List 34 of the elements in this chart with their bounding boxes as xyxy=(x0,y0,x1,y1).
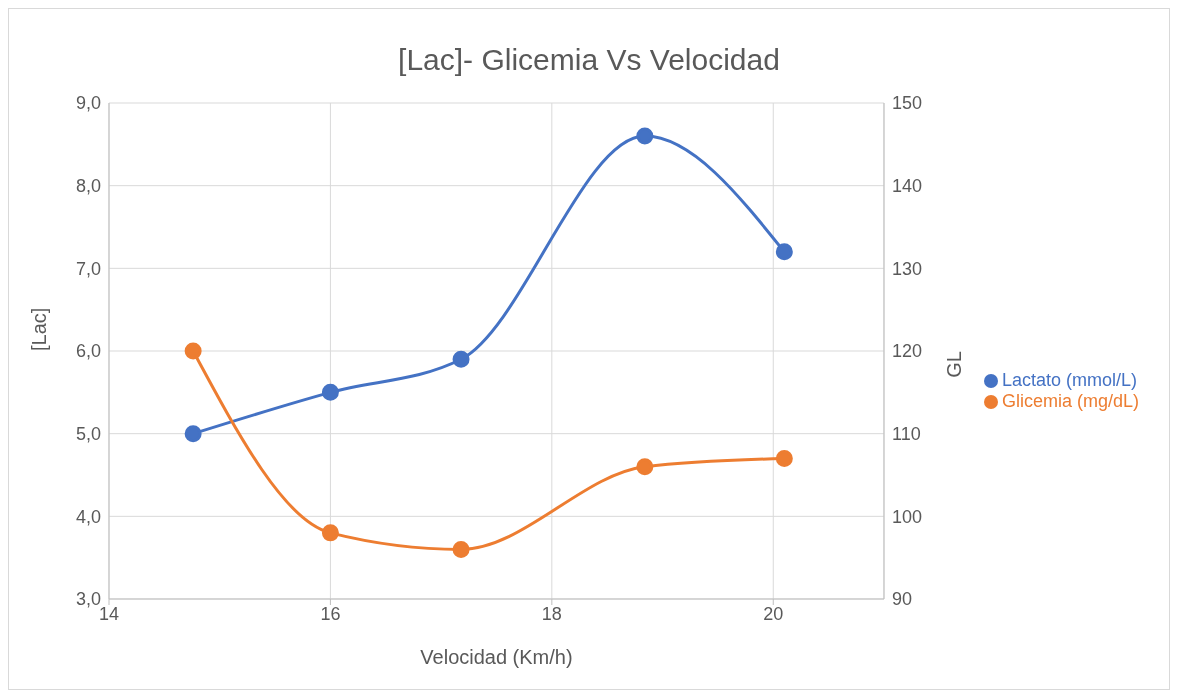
point xyxy=(452,350,470,368)
point xyxy=(321,524,339,542)
point xyxy=(321,383,339,401)
x-tick-label: 14 xyxy=(98,603,120,624)
y2-tick-label: 90 xyxy=(891,589,912,610)
y-tick-label: 6,0 xyxy=(75,341,101,362)
x-tick-label: 20 xyxy=(763,603,784,624)
y2-axis-title: GL xyxy=(943,351,966,378)
y2-tick-label: 100 xyxy=(891,506,923,527)
y-tick-label: 8,0 xyxy=(75,176,101,197)
x-tick-label: 16 xyxy=(320,603,341,624)
y-tick-label: 7,0 xyxy=(75,258,101,279)
point xyxy=(184,342,202,360)
y-tick-label: 3,0 xyxy=(75,589,101,610)
y-axis-title: [Lac] xyxy=(28,307,51,351)
point xyxy=(775,243,793,261)
point xyxy=(636,127,654,145)
y-tick-label: 5,0 xyxy=(75,424,101,445)
legend-label: Lactato (mmol/L) xyxy=(1001,370,1138,390)
point xyxy=(452,540,470,558)
point xyxy=(184,425,202,443)
y2-tick-label: 130 xyxy=(891,258,923,279)
y-tick-label: 4,0 xyxy=(75,506,101,527)
point xyxy=(775,449,793,467)
y2-tick-label: 150 xyxy=(891,93,923,114)
legend-label: Glicemia (mg/dL) xyxy=(1001,391,1139,411)
x-axis-title: Velocidad (Km/h) xyxy=(420,646,573,668)
x-tick-label: 18 xyxy=(541,603,562,624)
y2-tick-label: 140 xyxy=(891,176,923,197)
y-tick-label: 9,0 xyxy=(75,93,101,114)
y2-tick-label: 110 xyxy=(891,424,921,445)
y2-tick-label: 120 xyxy=(891,341,923,362)
chart-title: [Lac]- Glicemia Vs Velocidad xyxy=(397,42,781,78)
point xyxy=(636,458,654,476)
